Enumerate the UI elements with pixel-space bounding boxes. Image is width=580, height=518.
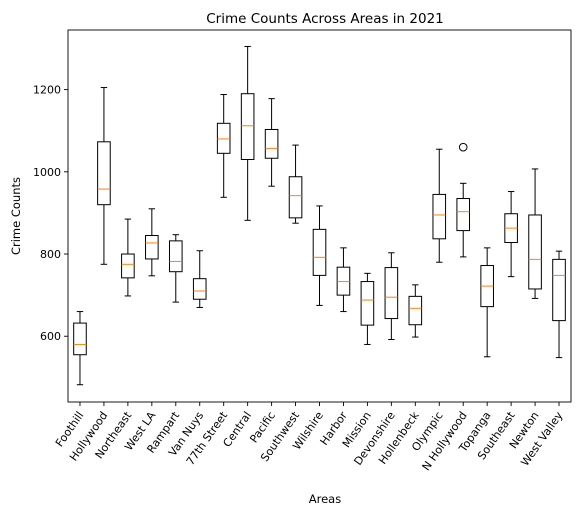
flier-point — [458, 142, 468, 152]
box — [121, 253, 135, 279]
box — [192, 278, 207, 300]
box — [456, 198, 471, 232]
box — [168, 240, 183, 273]
axes-frame — [67, 29, 572, 403]
box — [288, 176, 303, 219]
y-tick-label: 800 — [40, 248, 61, 261]
box — [216, 122, 231, 154]
box — [408, 295, 423, 326]
y-tick-label: 600 — [40, 330, 61, 343]
box — [73, 322, 87, 356]
box — [145, 235, 159, 260]
box — [312, 228, 327, 276]
box — [264, 128, 279, 159]
box — [360, 281, 375, 326]
box — [240, 93, 255, 160]
y-axis-label: Crime Counts — [9, 177, 23, 255]
y-tick-label: 1200 — [33, 84, 61, 97]
y-tick-label: 1000 — [33, 166, 61, 179]
box — [384, 267, 399, 320]
box — [432, 193, 447, 240]
chart-title: Crime Counts Across Areas in 2021 — [206, 11, 444, 27]
box — [97, 141, 111, 206]
x-axis-label: Areas — [309, 492, 341, 506]
box — [552, 258, 566, 322]
box — [528, 214, 542, 290]
